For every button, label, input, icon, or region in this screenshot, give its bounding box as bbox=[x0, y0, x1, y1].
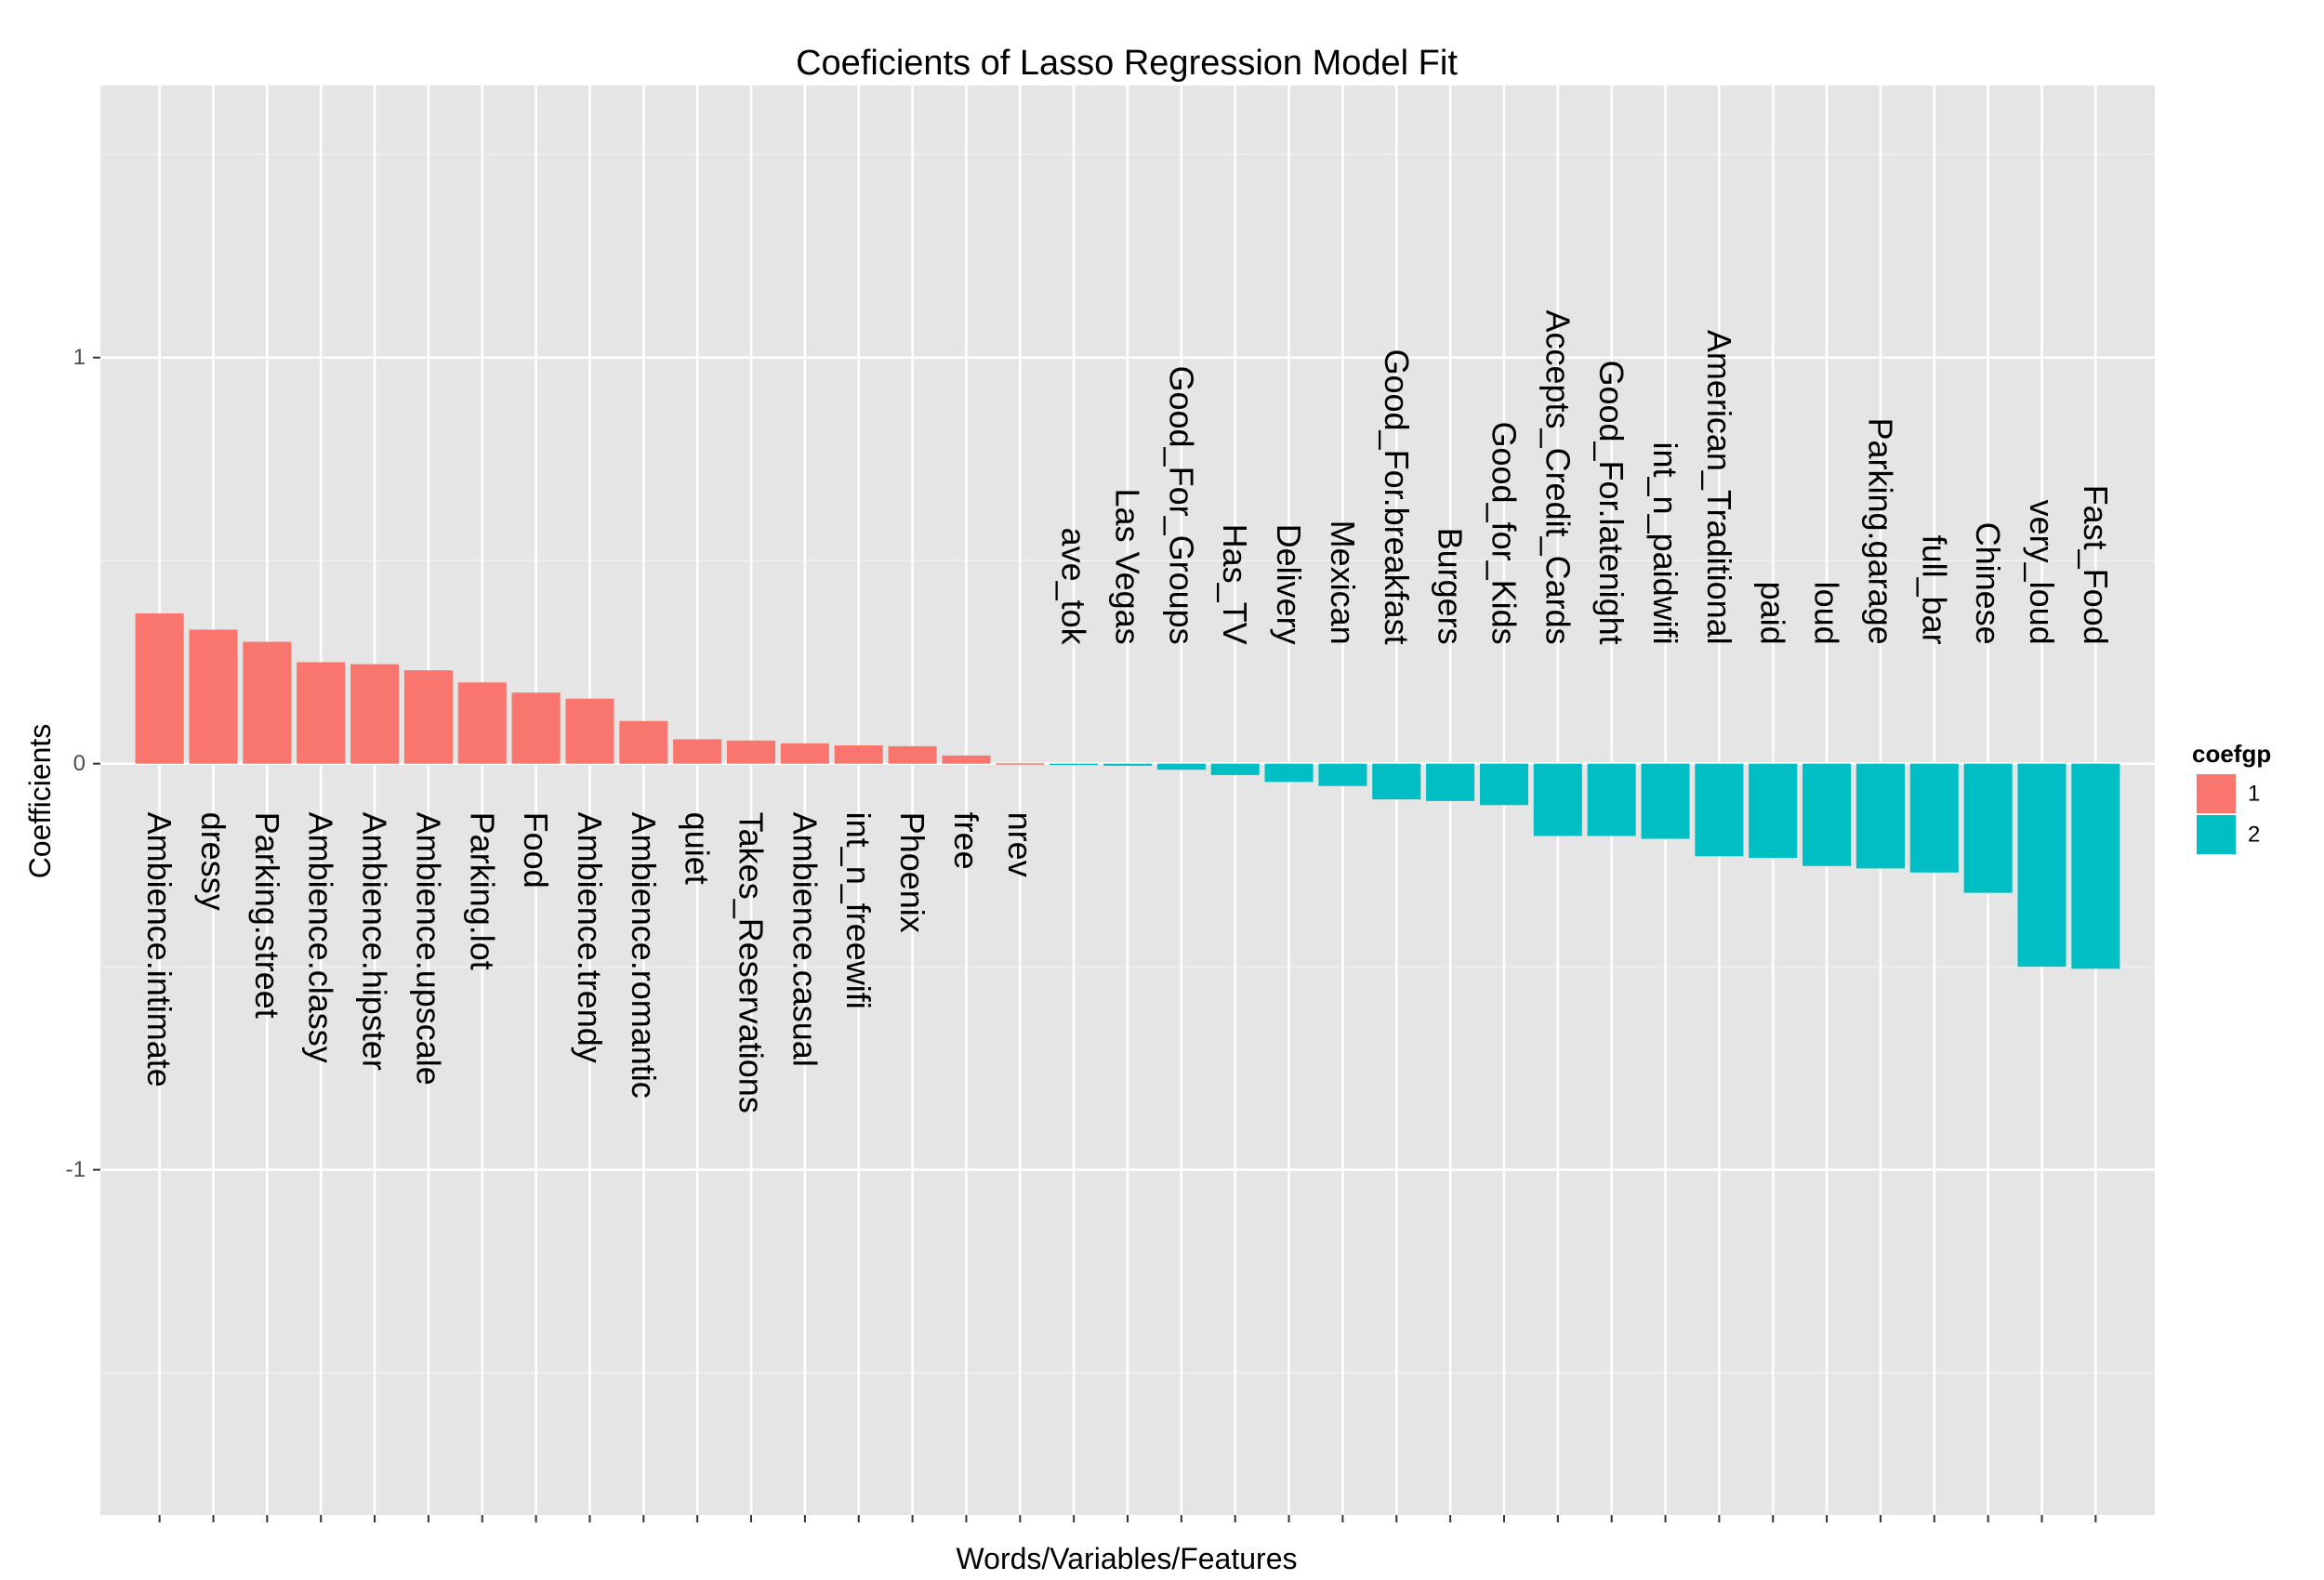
y-axis-title: Coefficients bbox=[23, 724, 57, 879]
bar-label-2: Parking.street bbox=[248, 812, 286, 1019]
legend-entries: 12 bbox=[2195, 772, 2260, 856]
x-axis bbox=[158, 1515, 2097, 1522]
legend-label-1: 1 bbox=[2248, 782, 2260, 807]
bar-label-34: Chinese bbox=[1969, 522, 2007, 645]
bar-label-12: Ambience.casual bbox=[786, 812, 824, 1067]
bar-23 bbox=[1372, 763, 1421, 800]
bar-11 bbox=[726, 740, 776, 764]
bar-35 bbox=[2017, 763, 2067, 968]
bar-24 bbox=[1426, 763, 1475, 801]
bar-label-19: Good_For_Groups bbox=[1162, 366, 1200, 645]
x-axis-title: Words/Variables/Features bbox=[957, 1542, 1298, 1575]
bar-4 bbox=[350, 664, 400, 764]
bar-label-8: Ambience.trendy bbox=[571, 812, 609, 1063]
bar-label-10: quiet bbox=[679, 812, 717, 885]
bar-13 bbox=[834, 745, 883, 764]
y-axis: -1 0 1 bbox=[66, 345, 100, 1182]
bar-label-35: very_loud bbox=[2023, 500, 2061, 645]
bar-28 bbox=[1641, 763, 1690, 839]
bar-label-31: loud bbox=[1808, 582, 1846, 645]
bar-10 bbox=[673, 739, 722, 764]
bar-26 bbox=[1533, 763, 1582, 836]
bar-label-13: int_n_freewifi bbox=[839, 812, 878, 1009]
bar-label-15: free bbox=[947, 812, 985, 870]
y-tick-label: 1 bbox=[73, 345, 86, 370]
bar-25 bbox=[1479, 763, 1529, 806]
bar-labels: Ambience.intimate dressy Parking.street Amb… bbox=[140, 310, 2115, 1113]
bar-label-21: Delivery bbox=[1270, 524, 1308, 645]
bar-12 bbox=[780, 743, 829, 764]
legend: coefgp 12 bbox=[2192, 740, 2271, 856]
bar-2 bbox=[243, 641, 292, 764]
bar-15 bbox=[942, 755, 991, 764]
bar-27 bbox=[1587, 763, 1636, 836]
bar-label-3: Ambience.classy bbox=[302, 812, 340, 1063]
bar-label-32: Parking.garage bbox=[1861, 418, 1899, 645]
bar-label-5: Ambience.upscale bbox=[409, 812, 447, 1086]
bar-label-16: nrev bbox=[1001, 812, 1039, 877]
bar-20 bbox=[1210, 763, 1260, 775]
bars bbox=[135, 613, 2120, 969]
legend-key-1 bbox=[2197, 774, 2236, 813]
bar-30 bbox=[1749, 763, 1798, 859]
bar-9 bbox=[619, 720, 668, 764]
bar-19 bbox=[1156, 763, 1206, 770]
legend-key-2 bbox=[2197, 815, 2236, 854]
bar-7 bbox=[511, 692, 561, 764]
bar-label-9: Ambience.romantic bbox=[625, 812, 663, 1099]
bar-22 bbox=[1318, 763, 1367, 786]
y-tick-label: 0 bbox=[73, 751, 86, 776]
bar-label-33: full_bar bbox=[1915, 535, 1953, 645]
bar-label-24: Burgers bbox=[1432, 528, 1470, 645]
bar-label-22: Mexican bbox=[1324, 520, 1362, 645]
bar-label-17: ave_tok bbox=[1055, 528, 1093, 646]
bar-21 bbox=[1264, 763, 1314, 783]
bar-label-7: Food bbox=[517, 812, 555, 889]
bar-6 bbox=[457, 682, 507, 764]
bar-31 bbox=[1802, 763, 1852, 866]
bar-label-20: Has_TV bbox=[1216, 524, 1254, 645]
bar-label-30: paid bbox=[1754, 582, 1792, 645]
grid-lines bbox=[100, 86, 2155, 1515]
bar-label-29: American_Traditional bbox=[1700, 330, 1738, 645]
bar-label-36: Fast_Food bbox=[2077, 485, 2115, 645]
bar-32 bbox=[1855, 763, 1905, 869]
chart-title: Coeficients of Lasso Regression Model Fi… bbox=[796, 44, 1458, 83]
bar-29 bbox=[1695, 763, 1744, 857]
bar-label-0: Ambience.intimate bbox=[140, 812, 178, 1087]
bar-14 bbox=[888, 745, 937, 764]
bar-18 bbox=[1103, 763, 1153, 766]
bar-label-28: int_n_paidwifi bbox=[1646, 442, 1684, 645]
bar-17 bbox=[1050, 763, 1099, 766]
bar-label-27: Good_For.latenight bbox=[1592, 360, 1631, 644]
bar-label-4: Ambience.hipster bbox=[356, 812, 394, 1071]
bar-label-11: Takes_Reservations bbox=[733, 812, 771, 1113]
legend-title: coefgp bbox=[2192, 740, 2271, 768]
bar-16 bbox=[996, 763, 1045, 765]
legend-label-2: 2 bbox=[2248, 823, 2260, 848]
bar-8 bbox=[565, 698, 614, 764]
bar-label-23: Good_For.breakfast bbox=[1378, 349, 1416, 644]
bar-label-14: Phoenix bbox=[893, 812, 931, 933]
bar-label-1: dressy bbox=[194, 812, 232, 911]
y-tick-label: -1 bbox=[66, 1157, 86, 1182]
bar-0 bbox=[135, 613, 184, 764]
bar-label-26: Accepts_Credit_Cards bbox=[1538, 310, 1577, 645]
bar-5 bbox=[403, 670, 453, 764]
bar-label-6: Parking.lot bbox=[463, 812, 501, 970]
bar-3 bbox=[297, 662, 346, 764]
bar-label-18: Las Vegas bbox=[1109, 489, 1147, 645]
bar-36 bbox=[2071, 763, 2120, 969]
bar-33 bbox=[1909, 763, 1959, 873]
bar-label-25: Good_for_Kids bbox=[1485, 422, 1523, 645]
bar-34 bbox=[1963, 763, 2013, 893]
bar-1 bbox=[189, 629, 238, 764]
